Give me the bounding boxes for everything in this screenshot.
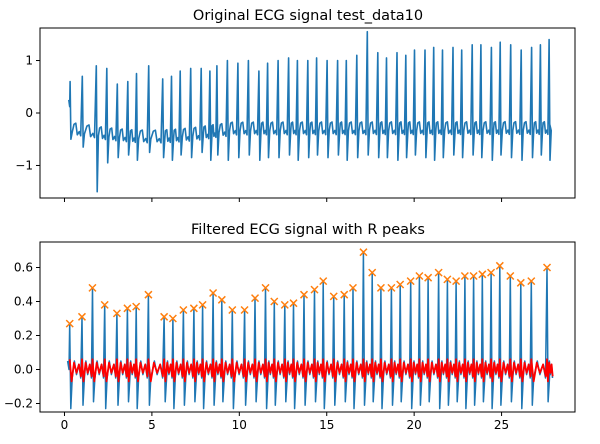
- r-peak-marker: [251, 294, 260, 303]
- original-ecg-axes: Original ECG signal test_data10 −1 0 1: [15, 8, 576, 202]
- r-peak-marker: [452, 277, 461, 286]
- r-peak-marker: [65, 319, 74, 328]
- original-ecg-ticks: −1 0 1: [15, 54, 503, 202]
- r-peak-marker: [123, 304, 132, 313]
- r-peak-marker: [460, 271, 469, 281]
- r-peak-marker: [160, 312, 169, 321]
- r-peak-marker: [189, 304, 198, 313]
- filtered-ecg-ytick-label: 0.4: [14, 295, 33, 309]
- r-peak-marker: [198, 300, 207, 309]
- filtered-ecg-ytick-label: 0.6: [14, 261, 33, 275]
- r-peak-marker: [228, 305, 237, 315]
- filtered-ecg-envelope-line: [68, 358, 554, 383]
- r-peak-marker: [516, 278, 525, 287]
- r-peak-marker: [495, 261, 504, 270]
- r-peak-marker: [396, 280, 405, 289]
- r-peak-marker: [209, 288, 218, 298]
- filtered-ecg-plot-area: [65, 248, 554, 410]
- r-peak-marker: [329, 292, 338, 301]
- r-peak-marker: [299, 290, 309, 299]
- r-peak-marker: [434, 268, 443, 277]
- r-peak-marker: [310, 285, 319, 294]
- r-peak-marker: [112, 309, 121, 318]
- r-peak-marker: [376, 283, 385, 292]
- filtered-ecg-frame: [39, 241, 576, 413]
- original-ecg-plot-area: [68, 30, 552, 193]
- r-peak-marker: [144, 290, 153, 299]
- r-peak-marker: [542, 263, 552, 272]
- original-ecg-ytick-label: 1: [25, 54, 33, 68]
- r-peak-marker: [424, 273, 433, 282]
- original-ecg-ytick-label: 0: [25, 106, 33, 120]
- r-peak-marker: [280, 300, 289, 309]
- r-peak-marker: [527, 277, 536, 286]
- r-peak-marker: [179, 305, 188, 315]
- r-peak-marker: [469, 271, 478, 281]
- r-peak-marker: [415, 271, 424, 281]
- filtered-ecg-axes: Filtered ECG signal with R peaks 0 5 10 15 2…: [4, 222, 576, 433]
- filtered-ecg-xtick-label: 10: [232, 418, 247, 432]
- r-peak-marker: [368, 268, 377, 277]
- r-peak-marker: [270, 297, 279, 306]
- r-peak-marker: [289, 299, 298, 308]
- filtered-ecg-ytick-label: 0.2: [14, 329, 33, 343]
- r-peak-marker: [340, 290, 349, 299]
- filtered-ecg-title: Filtered ECG signal with R peaks: [191, 222, 425, 238]
- filtered-ecg-xtick-label: 0: [61, 418, 69, 432]
- filtered-ecg-ticks: 0 5 10 15 20 25 −0.2 0.0 0.2 0.4 0.6: [4, 261, 509, 433]
- r-peak-marker: [443, 275, 452, 284]
- r-peak-marker: [506, 271, 515, 281]
- r-peak-marker: [100, 300, 109, 309]
- r-peak-marker: [261, 283, 270, 292]
- r-peak-marker: [478, 270, 487, 279]
- r-peak-marker: [77, 312, 86, 321]
- r-peak-marker: [406, 277, 415, 286]
- r-peak-marker: [217, 295, 226, 304]
- filtered-ecg-xtick-label: 5: [148, 418, 156, 432]
- r-peak-marker: [387, 283, 396, 292]
- filtered-ecg-ytick-label: −0.2: [4, 397, 33, 411]
- filtered-ecg-xtick-label: 20: [407, 418, 422, 432]
- r-peak-marker: [319, 277, 328, 286]
- r-peak-marker: [348, 283, 357, 292]
- r-peak-marker: [88, 283, 97, 292]
- filtered-ecg-xtick-label: 15: [319, 418, 334, 432]
- original-ecg-ytick-label: −1: [15, 158, 33, 172]
- r-peak-marker: [487, 268, 496, 277]
- original-ecg-frame: [39, 27, 576, 199]
- filtered-ecg-ytick-label: 0.0: [14, 363, 33, 377]
- original-ecg-title: Original ECG signal test_data10: [193, 8, 423, 24]
- r-peak-marker: [168, 314, 177, 323]
- filtered-ecg-xtick-label: 25: [494, 418, 509, 432]
- r-peak-marker: [359, 248, 368, 257]
- original-ecg-series-line: [68, 30, 552, 193]
- r-peak-marker: [132, 302, 141, 311]
- r-peak-marker: [240, 305, 249, 315]
